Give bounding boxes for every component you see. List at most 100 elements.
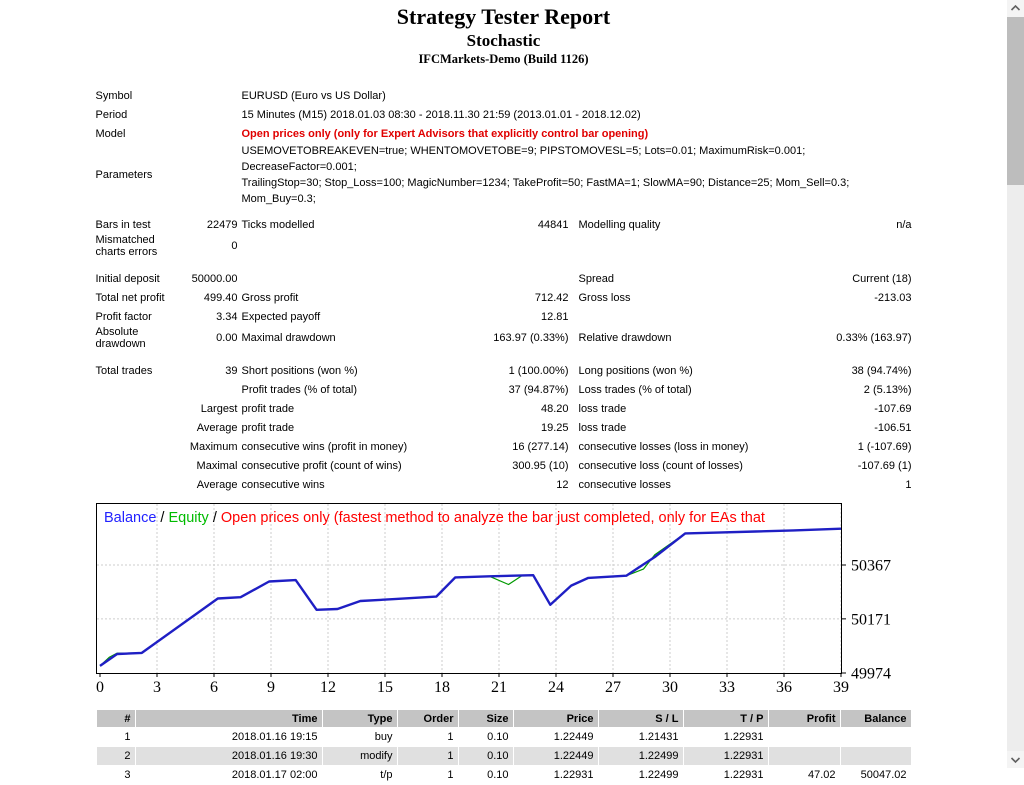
stats-cell: Bars in test <box>95 218 151 231</box>
stats-cell: n/a <box>896 218 912 231</box>
trade-cell: 2 <box>96 747 135 765</box>
balance-equity-chart: 0 3 6 9 12 15 18 21 24 27 30 33 36 39 50367 50171 49974 B… <box>95 502 912 705</box>
stats-cell: Largest <box>200 402 238 415</box>
x-axis-label: 6 <box>210 679 218 696</box>
info-label: Parameters <box>95 169 153 181</box>
y-axis-label: 50171 <box>851 611 891 628</box>
info-row: Model Open prices only (only for Expert A… <box>96 124 912 143</box>
stats-cell: -107.69 (1) <box>857 459 912 472</box>
trade-cell: modify <box>322 747 397 765</box>
stats-cell: Gross loss <box>578 291 631 304</box>
trade-cell: 0.10 <box>458 747 513 765</box>
info-row: Period 15 Minutes (M15) 2018.01.03 08:30 … <box>96 105 912 124</box>
info-row: Parameters USEMOVETOBREAKEVEN=true; WHENT… <box>96 143 912 207</box>
trade-column-header: Profit <box>768 710 840 727</box>
stats-cell: Total trades <box>95 364 153 377</box>
info-value: 15 Minutes (M15) 2018.01.03 08:30 - 2018… <box>241 108 641 121</box>
stats-cell: Absolute drawdown <box>95 326 146 350</box>
trade-cell <box>768 747 840 765</box>
info-row: Symbol EURUSD (Euro vs US Dollar) <box>96 86 912 105</box>
trade-cell: 1.22931 <box>513 766 598 784</box>
stats-cell: 499.40 <box>203 291 238 304</box>
trade-row: 2 2018.01.16 19:30 modify 1 0.10 1.22449 1.224… <box>96 747 911 765</box>
stats-cell: Loss trades (% of total) <box>578 383 692 396</box>
x-axis-label: 18 <box>434 679 450 696</box>
info-value: USEMOVETOBREAKEVEN=true; WHENTOMOVETOBE=… <box>241 145 850 205</box>
trade-column-header: Type <box>322 710 397 727</box>
stats-cell: 2 (5.13%) <box>863 383 912 396</box>
stats-cell: consecutive losses <box>578 478 671 491</box>
trade-cell: 1.21431 <box>598 728 683 746</box>
trade-cell: buy <box>322 728 397 746</box>
stats-cell: consecutive losses (loss in money) <box>578 440 749 453</box>
scrollbar-thumb[interactable] <box>1007 17 1024 185</box>
stats-cell: 39 <box>225 364 238 377</box>
stats-cell: Modelling quality <box>578 218 661 231</box>
trade-cell: 1.22931 <box>683 766 768 784</box>
x-axis-label: 21 <box>491 679 507 696</box>
stats-cell: loss trade <box>578 402 627 415</box>
stats-cell: consecutive profit (count of wins) <box>241 459 402 472</box>
stats-cell: Gross profit <box>241 291 299 304</box>
trade-cell: 1 <box>96 728 135 746</box>
stats-row: Maximum consecutive wins (profit in money… <box>96 437 912 456</box>
stats-cell: Spread <box>578 272 614 285</box>
stats-cell: Profit trades (% of total) <box>241 383 358 396</box>
stats-cell: 22479 <box>206 218 238 231</box>
trade-cell <box>840 747 911 765</box>
stats-cell: Profit factor <box>95 310 152 323</box>
x-axis-label: 39 <box>833 679 849 696</box>
stats-row: Profit trades (% of total) 37 (94.87%) Los… <box>96 380 912 399</box>
stats-cell: Initial deposit <box>95 272 160 285</box>
trade-cell: 1 <box>397 747 458 765</box>
x-axis-label: 0 <box>96 679 104 696</box>
stats-cell: 37 (94.87%) <box>508 383 569 396</box>
stats-cell: loss trade <box>578 421 627 434</box>
stats-cell: Maximal <box>196 459 238 472</box>
stats-cell: consecutive wins <box>241 478 325 491</box>
stats-cell: 163.97 (0.33%) <box>493 332 569 344</box>
x-axis-label: 27 <box>605 679 621 696</box>
trade-cell <box>840 728 911 746</box>
trade-cell: 2018.01.16 19:30 <box>135 747 322 765</box>
stats-cell: Total net profit <box>95 291 165 304</box>
stats-row: Bars in test 22479 Ticks modelled 44841 Mode… <box>96 215 912 234</box>
stats-cell: Current (18) <box>852 272 912 285</box>
scroll-down-button[interactable] <box>1007 751 1024 768</box>
stats-row: Profit factor 3.34 Expected payoff 12.81 <box>96 307 912 326</box>
stats-cell: 300.95 (10) <box>512 459 569 472</box>
x-axis-label: 12 <box>320 679 336 696</box>
trade-cell: 2018.01.17 02:00 <box>135 766 322 784</box>
stats-row: Absolute drawdown 0.00 Maximal drawdown 163… <box>96 326 912 350</box>
stats-cell: profit trade <box>241 402 295 415</box>
stats-cell: 50000.00 <box>191 272 238 285</box>
stats-cell: Ticks modelled <box>241 218 315 231</box>
stats-cell: profit trade <box>241 421 295 434</box>
stats-row: Total trades 39 Short positions (won %) 1 (… <box>96 361 912 380</box>
trade-cell: 3 <box>96 766 135 784</box>
trade-cell: 1.22449 <box>513 728 598 746</box>
stats-cell: 1 (100.00%) <box>508 364 569 377</box>
scroll-up-button[interactable] <box>1007 0 1024 17</box>
trade-row: 1 2018.01.16 19:15 buy 1 0.10 1.22449 1.21431 1… <box>96 728 911 746</box>
stats-cell: 0.33% (163.97) <box>836 332 912 344</box>
x-axis-label: 30 <box>662 679 678 696</box>
trade-cell: 47.02 <box>768 766 840 784</box>
trade-column-header: Order <box>397 710 458 727</box>
trade-cell: 0.10 <box>458 766 513 784</box>
stats-cell: 3.34 <box>216 310 238 323</box>
trade-cell: 1.22931 <box>683 728 768 746</box>
y-axis-label: 50367 <box>851 558 891 575</box>
chevron-up-icon <box>1010 4 1021 11</box>
stats-cell: Relative drawdown <box>578 332 672 344</box>
stats-cell: Average <box>196 421 238 434</box>
stats-row: Largest profit trade 48.20 loss trade -107.6… <box>96 399 912 418</box>
trade-cell: t/p <box>322 766 397 784</box>
vertical-scrollbar[interactable] <box>1007 0 1024 768</box>
trade-cell: 1.22449 <box>513 747 598 765</box>
chart-legend: Balance / Equity / Open prices only (fas… <box>104 510 765 526</box>
trade-row: 3 2018.01.17 02:00 t/p 1 0.10 1.22931 1.22499 1… <box>96 766 911 784</box>
expert-name: Stochastic <box>466 31 541 50</box>
